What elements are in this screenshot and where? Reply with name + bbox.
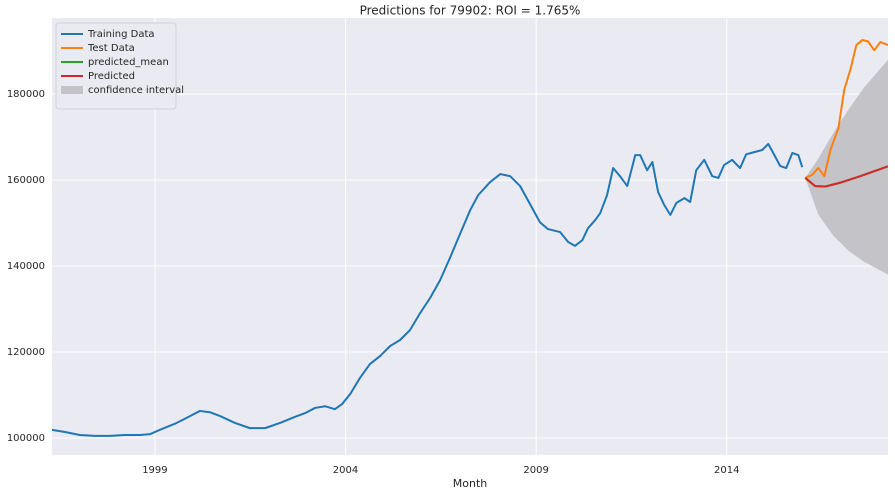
legend-swatch (61, 86, 83, 94)
y-tick-label: 140000 (7, 261, 45, 272)
legend-box (55, 22, 177, 110)
x-tick-label: 2014 (714, 465, 739, 476)
x-tick-label: 2009 (523, 465, 548, 476)
x-axis-label: Month (453, 477, 488, 490)
chart-title: Predictions for 79902: ROI = 1.765% (360, 4, 581, 18)
legend-label: Predicted (88, 71, 135, 82)
y-tick-label: 120000 (7, 347, 45, 358)
y-tick-label: 160000 (7, 175, 45, 186)
y-tick-label: 100000 (7, 433, 45, 444)
line (804, 38, 888, 179)
legend-label: Test Data (87, 43, 135, 54)
legend-label: Training Data (87, 29, 155, 40)
plot-background (52, 18, 888, 455)
labels: 100000 120000 140000 160000 180000 1999 2004 20… (7, 89, 740, 476)
line (52, 142, 804, 437)
plot-area (52, 38, 888, 437)
x-tick-label: 1999 (142, 465, 167, 476)
line (804, 165, 888, 188)
legend-label: confidence interval (88, 85, 184, 96)
legend: Training Data Test Data predicted_mean Pred… (55, 22, 184, 110)
legend-label: predicted_mean (88, 57, 169, 68)
confidence-band (805, 59, 888, 275)
y-tick-label: 180000 (7, 89, 45, 100)
x-tick-label: 2004 (333, 465, 358, 476)
